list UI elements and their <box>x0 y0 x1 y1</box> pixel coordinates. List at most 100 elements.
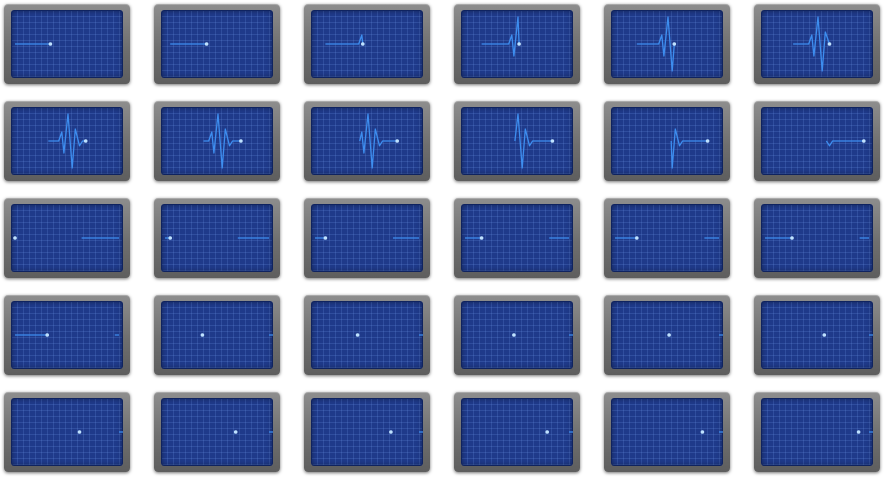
trace-dot <box>479 236 484 240</box>
heartbeat-monitor-icon <box>154 4 280 84</box>
trace-dot <box>517 42 521 46</box>
ecg-trace <box>465 236 569 240</box>
ecg-trace <box>856 430 873 434</box>
trace-dot <box>545 430 549 434</box>
heartbeat-monitor-icon <box>154 198 280 278</box>
ecg-line <box>569 431 573 433</box>
heartbeat-monitor-icon <box>754 101 880 181</box>
trace-dot <box>200 333 205 337</box>
monitor-screen <box>11 107 123 175</box>
ecg-line <box>325 34 364 45</box>
ecg-line <box>514 113 553 169</box>
heartbeat-monitor-icon <box>604 101 730 181</box>
ecg-trace <box>667 333 723 337</box>
monitor-screen <box>761 301 873 369</box>
trace-dot <box>233 430 238 434</box>
trace-dot <box>323 236 328 240</box>
heartbeat-monitor-icon <box>754 198 880 278</box>
trace-dot <box>355 333 360 337</box>
ecg-line <box>419 431 423 433</box>
ecg-trace <box>389 430 423 434</box>
trace-dot <box>45 333 49 337</box>
trace-dot <box>13 236 17 240</box>
monitor-screen <box>311 301 423 369</box>
monitor-screen <box>161 10 273 78</box>
ecg-trace <box>15 42 53 46</box>
heartbeat-monitor-icon <box>4 295 130 375</box>
monitor-screen <box>161 107 273 175</box>
ecg-trace <box>315 236 419 240</box>
ecg-trace <box>200 333 273 337</box>
trace-dot <box>83 139 88 143</box>
heartbeat-monitor-icon <box>4 4 130 84</box>
monitor-screen <box>11 10 123 78</box>
trace-dot <box>672 42 677 46</box>
monitor-screen <box>461 204 573 272</box>
ecg-trace <box>700 430 723 434</box>
monitor-screen <box>161 301 273 369</box>
heartbeat-monitor-icon <box>4 392 130 472</box>
ecg-trace <box>512 333 573 337</box>
ecg-line <box>569 334 573 336</box>
heartbeat-monitor-icon <box>304 392 430 472</box>
trace-dot <box>856 430 861 434</box>
trace-dot <box>700 430 705 434</box>
ecg-trace <box>48 113 88 169</box>
ecg-line <box>719 334 723 336</box>
monitor-screen <box>311 204 423 272</box>
ecg-line <box>203 113 241 169</box>
ecg-trace <box>77 430 123 434</box>
trace-dot <box>667 333 671 337</box>
trace-dot <box>822 333 827 337</box>
ecg-trace <box>765 236 869 240</box>
monitor-screen <box>11 301 123 369</box>
monitor-screen <box>461 301 573 369</box>
monitor-screen <box>161 398 273 466</box>
heartbeat-monitor-icon <box>604 295 730 375</box>
ecg-trace <box>514 113 555 169</box>
ecg-line <box>719 431 723 433</box>
heartbeat-monitor-icon <box>304 198 430 278</box>
ecg-trace <box>15 333 119 337</box>
ecg-trace <box>203 113 243 169</box>
heartbeat-monitor-icon <box>304 4 430 84</box>
trace-dot <box>239 139 243 143</box>
monitor-screen <box>611 398 723 466</box>
trace-dot <box>168 236 172 240</box>
trace-dot <box>862 139 866 143</box>
trace-dot <box>77 430 82 434</box>
trace-dot <box>827 42 832 46</box>
trace-dot <box>790 236 794 240</box>
trace-dot <box>48 42 53 46</box>
trace-dot <box>705 139 710 143</box>
ecg-trace <box>822 333 873 337</box>
ecg-trace <box>13 236 119 240</box>
ecg-line <box>670 128 708 169</box>
ecg-trace <box>355 333 423 337</box>
monitor-screen <box>611 10 723 78</box>
heartbeat-monitor-icon <box>4 198 130 278</box>
heartbeat-monitor-icon <box>754 392 880 472</box>
trace-dot <box>512 333 516 337</box>
monitor-screen <box>461 107 573 175</box>
heartbeat-monitor-icon <box>604 392 730 472</box>
heartbeat-monitor-icon <box>754 295 880 375</box>
monitor-screen <box>311 10 423 78</box>
ecg-trace <box>793 16 832 72</box>
monitor-screen <box>11 204 123 272</box>
ecg-trace <box>359 113 399 169</box>
trace-dot <box>361 42 365 46</box>
monitor-screen <box>11 398 123 466</box>
ecg-trace <box>825 139 866 147</box>
ecg-line <box>48 113 86 169</box>
heartbeat-monitor-icon <box>454 295 580 375</box>
monitor-screen <box>611 204 723 272</box>
ecg-trace <box>481 16 521 57</box>
trace-dot <box>635 236 639 240</box>
heartbeat-monitor-icon <box>604 198 730 278</box>
ecg-trace <box>636 16 677 72</box>
monitor-screen <box>161 204 273 272</box>
trace-dot <box>395 139 399 143</box>
heartbeat-monitor-icon <box>454 4 580 84</box>
